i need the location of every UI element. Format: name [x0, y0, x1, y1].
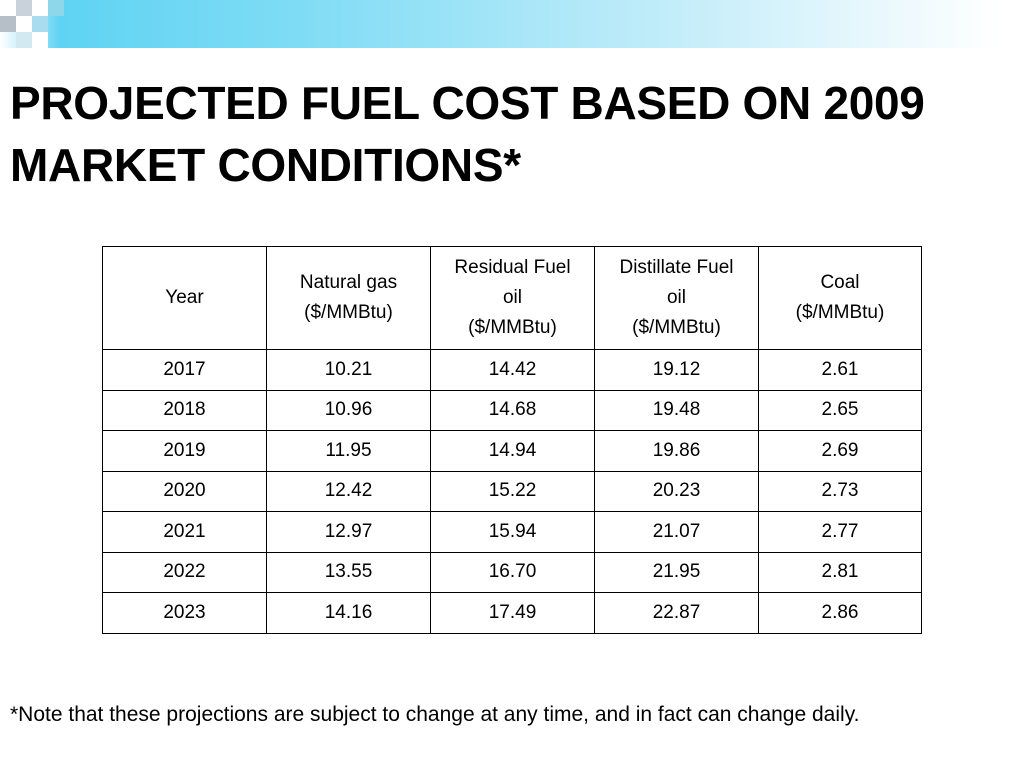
cell-coal: 2.81 — [758, 551, 922, 593]
cell-year: 2022 — [102, 551, 267, 593]
cell-year: 2019 — [102, 430, 267, 472]
header-text: Year — [165, 287, 204, 308]
decorative-square — [32, 16, 48, 32]
cell-distillate-fuel-oil: 21.95 — [594, 551, 759, 593]
decorative-square — [32, 0, 48, 16]
cell-distillate-fuel-oil: 22.87 — [594, 592, 759, 634]
header-unit: ($/MMBtu) — [304, 302, 393, 323]
cell-residual-fuel-oil: 16.70 — [430, 551, 595, 593]
cell-residual-fuel-oil: 14.94 — [430, 430, 595, 472]
cell-distillate-fuel-oil: 20.23 — [594, 470, 759, 512]
header-text: Distillate Fuel — [619, 257, 734, 278]
slide-title: PROJECTED FUEL COST BASED ON 2009 MARKET… — [10, 77, 925, 191]
decorative-square — [0, 16, 16, 32]
cell-year: 2017 — [102, 349, 267, 391]
cell-residual-fuel-oil: 14.42 — [430, 349, 595, 391]
cell-natural-gas: 12.42 — [266, 470, 431, 512]
header-text: Residual Fuel — [454, 257, 571, 278]
cell-year: 2021 — [102, 511, 267, 553]
decorative-square — [16, 32, 32, 48]
cell-natural-gas: 10.21 — [266, 349, 431, 391]
cell-coal: 2.61 — [758, 349, 922, 391]
header-text: oil — [502, 287, 522, 308]
fuel-cost-table-container: Year Natural gas ($/MMBtu) Residual Fuel… — [102, 246, 922, 634]
fuel-cost-table: Year Natural gas ($/MMBtu) Residual Fuel… — [102, 246, 922, 634]
cell-distillate-fuel-oil: 19.48 — [594, 389, 759, 431]
cell-natural-gas: 10.96 — [266, 389, 431, 431]
column-header-year: Year — [102, 246, 267, 350]
header-text: oil — [666, 287, 686, 308]
table-row: 2021 12.97 15.94 21.07 2.77 — [102, 511, 922, 553]
decorative-square — [32, 32, 48, 48]
cell-coal: 2.69 — [758, 430, 922, 472]
decorative-square — [48, 0, 64, 16]
cell-year: 2018 — [102, 389, 267, 431]
cell-natural-gas: 13.55 — [266, 551, 431, 593]
cell-natural-gas: 12.97 — [266, 511, 431, 553]
cell-residual-fuel-oil: 15.94 — [430, 511, 595, 553]
cell-year: 2020 — [102, 470, 267, 512]
cell-coal: 2.73 — [758, 470, 922, 512]
column-header-coal: Coal ($/MMBtu) — [758, 246, 922, 350]
cell-residual-fuel-oil: 17.49 — [430, 592, 595, 634]
decorative-square — [16, 16, 32, 32]
table-row: 2018 10.96 14.68 19.48 2.65 — [102, 389, 922, 431]
header-unit: ($/MMBtu) — [795, 302, 885, 323]
cell-natural-gas: 11.95 — [266, 430, 431, 472]
header-unit: ($/MMBtu) — [468, 317, 557, 338]
column-header-residual-fuel-oil: Residual Fuel oil ($/MMBtu) — [430, 246, 595, 350]
table-header-row: Year Natural gas ($/MMBtu) Residual Fuel… — [102, 246, 922, 350]
header-text: Coal — [820, 272, 860, 293]
cell-coal: 2.65 — [758, 389, 922, 431]
table-row: 2023 14.16 17.49 22.87 2.86 — [102, 592, 922, 634]
cell-distillate-fuel-oil: 19.86 — [594, 430, 759, 472]
cell-natural-gas: 14.16 — [266, 592, 431, 634]
cell-coal: 2.77 — [758, 511, 922, 553]
cell-residual-fuel-oil: 15.22 — [430, 470, 595, 512]
column-header-natural-gas: Natural gas ($/MMBtu) — [266, 246, 431, 350]
cell-distillate-fuel-oil: 19.12 — [594, 349, 759, 391]
table-row: 2017 10.21 14.42 19.12 2.61 — [102, 349, 922, 391]
footnote: *Note that these projections are subject… — [10, 703, 860, 726]
table-row: 2020 12.42 15.22 20.23 2.73 — [102, 470, 922, 512]
column-header-distillate-fuel-oil: Distillate Fuel oil ($/MMBtu) — [594, 246, 759, 350]
table-row: 2022 13.55 16.70 21.95 2.81 — [102, 551, 922, 593]
cell-coal: 2.86 — [758, 592, 922, 634]
header-banner — [0, 0, 1024, 48]
header-text: Natural gas — [299, 272, 398, 293]
cell-residual-fuel-oil: 14.68 — [430, 389, 595, 431]
cell-distillate-fuel-oil: 21.07 — [594, 511, 759, 553]
decorative-square — [0, 0, 16, 16]
table-row: 2019 11.95 14.94 19.86 2.69 — [102, 430, 922, 472]
decorative-square — [16, 0, 32, 16]
cell-year: 2023 — [102, 592, 267, 634]
header-unit: ($/MMBtu) — [632, 317, 721, 338]
